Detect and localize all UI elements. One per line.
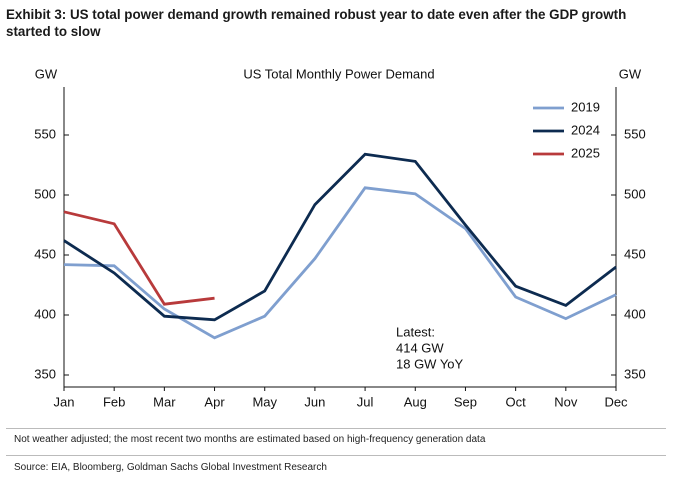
- separator: [6, 428, 666, 429]
- x-tick-label: Jan: [54, 394, 75, 409]
- y2-tick-label: 400: [624, 306, 646, 321]
- legend-label: 2024: [571, 122, 600, 137]
- x-tick-label: Feb: [103, 394, 125, 409]
- x-tick-label: Mar: [153, 394, 176, 409]
- y-tick-label: 350: [34, 366, 56, 381]
- x-tick-label: Jul: [357, 394, 374, 409]
- x-tick-label: Apr: [204, 394, 225, 409]
- x-tick-label: Nov: [554, 394, 578, 409]
- x-tick-label: Jun: [304, 394, 325, 409]
- x-tick-label: Oct: [506, 394, 527, 409]
- y-tick-label: 450: [34, 246, 56, 261]
- exhibit-title: Exhibit 3: US total power demand growth …: [6, 7, 627, 39]
- y2-tick-label: 500: [624, 186, 646, 201]
- annotation: Latest:: [396, 324, 435, 339]
- y2-tick-label: 450: [624, 246, 646, 261]
- y-tick-label: 400: [34, 306, 56, 321]
- source: Source: EIA, Bloomberg, Goldman Sachs Gl…: [14, 462, 327, 473]
- chart-title: US Total Monthly Power Demand: [243, 66, 434, 81]
- y-tick-label: 500: [34, 186, 56, 201]
- x-tick-label: Dec: [604, 394, 628, 409]
- y-tick-label: 550: [34, 126, 56, 141]
- legend-label: 2019: [571, 99, 600, 114]
- x-tick-label: Sep: [454, 394, 477, 409]
- y2-tick-label: 350: [624, 366, 646, 381]
- x-tick-label: May: [252, 394, 277, 409]
- x-tick-label: Aug: [404, 394, 427, 409]
- y2-axis-label: GW: [619, 66, 642, 81]
- series-line: [63, 186, 617, 340]
- separator: [6, 455, 666, 456]
- annotation: 414 GW: [396, 340, 444, 355]
- series-line: [63, 210, 215, 306]
- y-axis-label: GW: [35, 66, 58, 81]
- y2-tick-label: 550: [624, 126, 646, 141]
- series-line: [63, 152, 617, 322]
- annotation: 18 GW YoY: [396, 356, 464, 371]
- legend-label: 2025: [571, 145, 600, 160]
- footnote: Not weather adjusted; the most recent tw…: [14, 434, 486, 445]
